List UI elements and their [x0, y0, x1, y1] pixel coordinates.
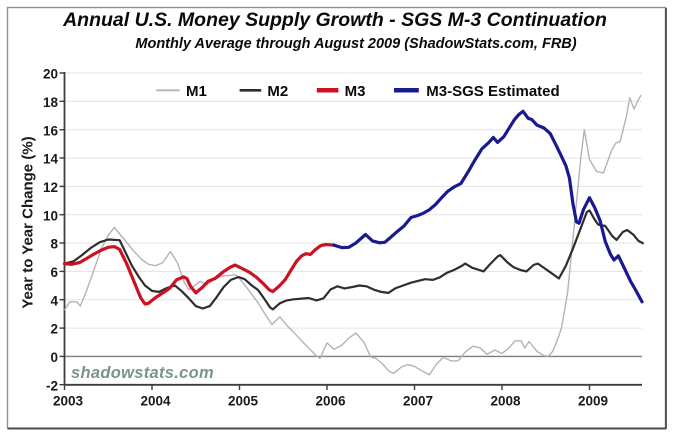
svg-text:6: 6 [50, 265, 58, 280]
svg-text:12: 12 [43, 180, 58, 195]
svg-text:M3: M3 [345, 83, 366, 100]
svg-text:8: 8 [50, 237, 58, 252]
svg-text:2004: 2004 [140, 393, 171, 408]
svg-text:M1: M1 [186, 83, 207, 100]
svg-text:2006: 2006 [315, 393, 346, 408]
svg-text:shadowstats.com: shadowstats.com [71, 364, 214, 382]
svg-text:Year to Year Change (%): Year to Year Change (%) [20, 136, 37, 308]
svg-text:14: 14 [43, 152, 59, 167]
svg-text:20: 20 [43, 67, 58, 82]
svg-text:16: 16 [43, 123, 59, 138]
svg-text:2003: 2003 [53, 393, 84, 408]
svg-text:10: 10 [43, 208, 58, 223]
svg-text:18: 18 [43, 95, 59, 110]
svg-text:0: 0 [50, 350, 58, 365]
svg-text:M3-SGS Estimated: M3-SGS Estimated [426, 83, 559, 100]
svg-text:2005: 2005 [228, 393, 259, 408]
svg-text:2008: 2008 [490, 393, 521, 408]
svg-text:2007: 2007 [403, 393, 433, 408]
svg-text:2009: 2009 [578, 393, 608, 408]
svg-text:4: 4 [50, 293, 58, 308]
svg-text:Annual U.S. Money Supply Growt: Annual U.S. Money Supply Growth - SGS M-… [62, 9, 607, 31]
svg-text:Monthly Average through August: Monthly Average through August 2009 (Sha… [135, 36, 576, 52]
svg-text:2: 2 [50, 322, 58, 337]
svg-text:M2: M2 [267, 83, 288, 100]
svg-text:-2: -2 [46, 378, 58, 393]
